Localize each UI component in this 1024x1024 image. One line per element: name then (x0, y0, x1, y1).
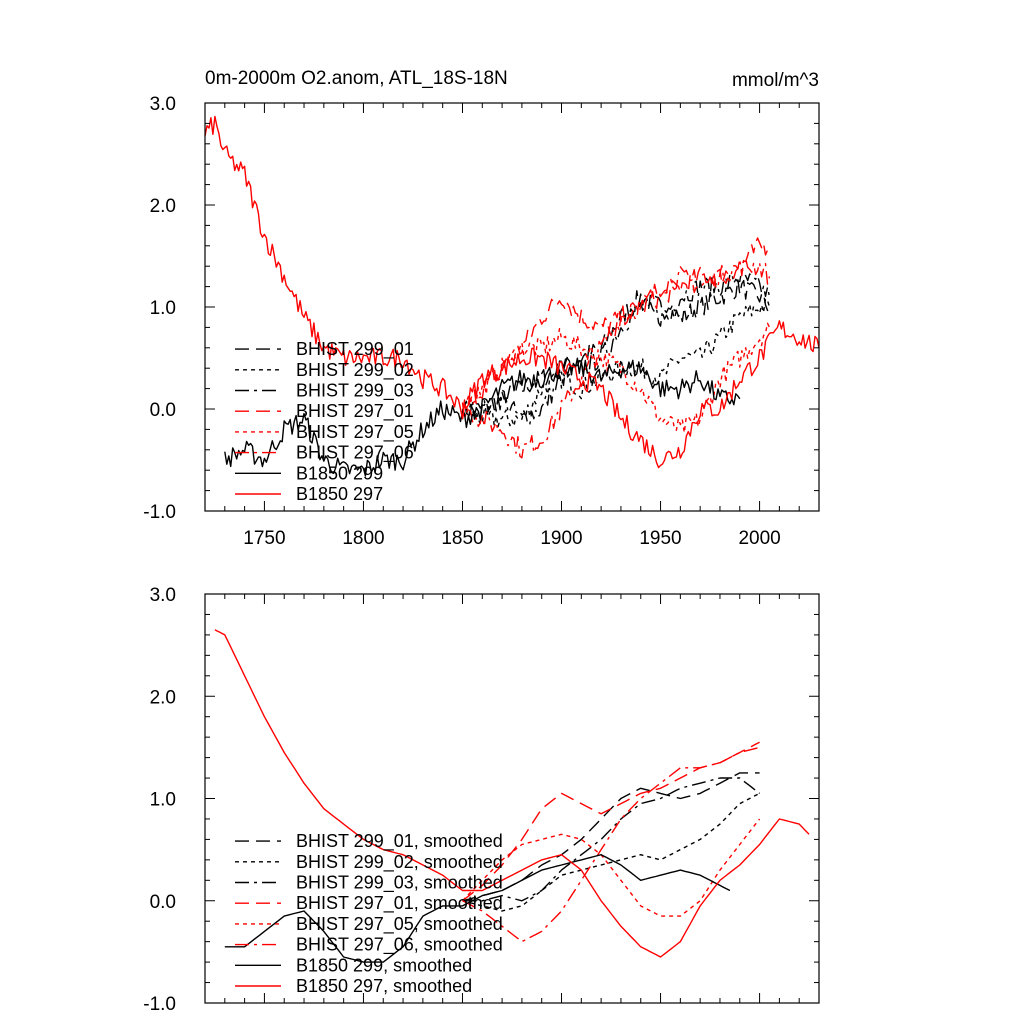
y-tick-label: 2.0 (150, 687, 176, 708)
x-tick-label: 1900 (540, 528, 582, 549)
series-line (461, 818, 761, 917)
series-line (462, 792, 760, 912)
series-line (461, 268, 771, 426)
legend-label: B1850 299, smoothed (296, 955, 472, 975)
units-label: mmol/m^3 (732, 70, 819, 91)
legend-label: BHIST 297_01 (296, 401, 414, 422)
legend-label: BHIST 299_02, smoothed (296, 852, 503, 873)
series-line (461, 298, 771, 428)
x-tick-label: 2000 (738, 528, 780, 549)
series-line (462, 746, 760, 943)
x-tick-label: 1750 (243, 528, 285, 549)
legend-label: B1850 297 (296, 484, 383, 504)
series-line (461, 257, 771, 459)
y-tick-label: 1.0 (150, 298, 176, 319)
y-tick-label: -1.0 (143, 502, 176, 523)
legend-label: BHIST 299_01, smoothed (296, 831, 503, 852)
y-tick-label: 3.0 (150, 585, 176, 606)
legend-label: B1850 299 (296, 463, 383, 483)
legend-label: BHIST 299_02 (296, 360, 414, 381)
series-line (214, 629, 810, 958)
y-tick-label: 0.0 (150, 892, 176, 913)
legend-label: BHIST 297_01, smoothed (296, 893, 503, 914)
legend-label: BHIST 299_03 (296, 381, 414, 402)
plot-title: 0m-2000m O2.anom, ATL_18S-18N (205, 68, 508, 89)
legend-label: BHIST 299_01 (296, 339, 414, 360)
x-tick-label: 1800 (342, 528, 384, 549)
series-line (462, 777, 761, 902)
legend-label: BHIST 297_06 (296, 443, 414, 464)
series-line (461, 322, 771, 434)
series-line (462, 772, 760, 902)
legend-label: BHIST 297_05, smoothed (296, 914, 503, 935)
series-line (204, 115, 820, 469)
y-tick-label: 3.0 (150, 94, 176, 115)
x-tick-label: 1950 (639, 528, 681, 549)
legend-label: BHIST 297_05 (296, 422, 414, 443)
y-tick-label: 2.0 (150, 196, 176, 217)
series-line (224, 854, 731, 963)
legend-label: B1850 297, smoothed (296, 976, 472, 996)
series-line (461, 237, 771, 416)
y-tick-label: 1.0 (150, 790, 176, 811)
y-tick-label: 0.0 (150, 400, 176, 421)
y-tick-label: -1.0 (143, 994, 176, 1015)
series-line (461, 278, 771, 420)
x-tick-label: 1850 (441, 528, 483, 549)
series-line (224, 357, 741, 477)
legend-label: BHIST 297_06, smoothed (296, 935, 503, 956)
series-line (462, 741, 760, 902)
legend-label: BHIST 299_03, smoothed (296, 873, 503, 894)
